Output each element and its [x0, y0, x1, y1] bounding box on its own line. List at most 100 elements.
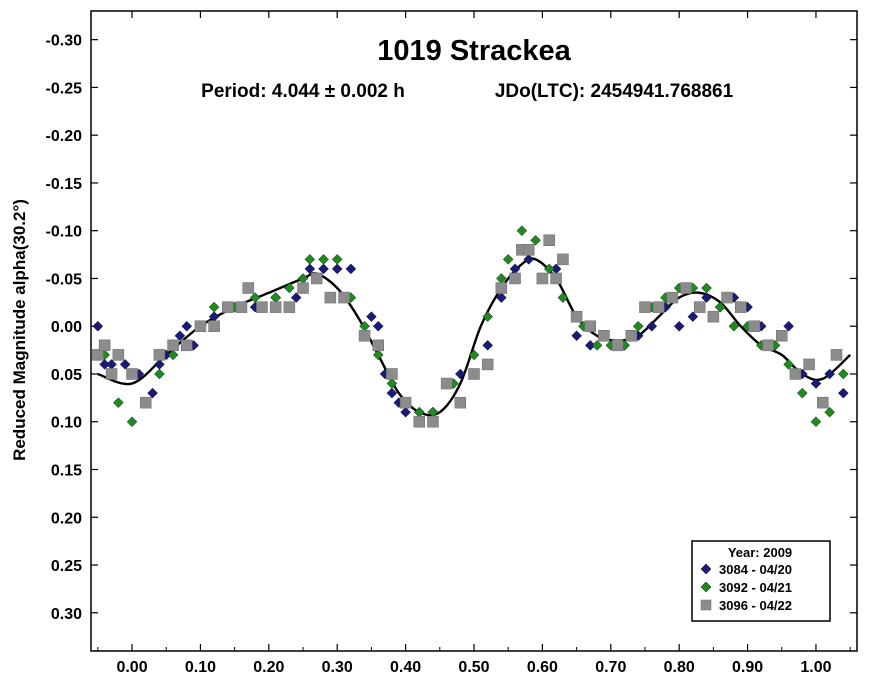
data-point-series-2: [838, 368, 849, 380]
data-point-series-2: [530, 234, 541, 246]
data-point-series-3: [222, 301, 234, 313]
data-point-series-2: [797, 387, 808, 399]
y-tick-label: 0.10: [51, 415, 82, 432]
chart-title: 1019 Strackea: [377, 35, 571, 67]
data-point-series-3: [680, 282, 692, 294]
data-point-series-2: [557, 292, 569, 303]
legend-label-3096: 3096 - 04/22: [719, 598, 792, 613]
data-point-series-1: [345, 263, 357, 275]
data-point-series-3: [399, 396, 412, 409]
data-point-series-2: [701, 282, 712, 294]
data-point-series-3: [611, 339, 624, 352]
y-tick-label: 0.05: [51, 367, 82, 384]
x-tick-label: 1.00: [800, 659, 831, 676]
data-point-series-3: [522, 244, 535, 256]
y-axis-label: Reduced Magnitude alpha(30.2°): [10, 199, 29, 461]
data-point-series-3: [112, 349, 125, 361]
data-point-series-3: [652, 301, 665, 313]
data-point-series-1: [783, 320, 794, 332]
x-tick-label: 0.70: [595, 659, 626, 676]
data-point-series-3: [208, 320, 220, 332]
legend-marker-3096: [700, 599, 712, 611]
data-point-series-2: [372, 349, 384, 361]
data-point-series-2: [249, 292, 261, 303]
data-point-series-3: [413, 415, 426, 428]
data-point-series-3: [509, 272, 521, 285]
data-point-series-2: [714, 301, 726, 313]
x-axis: 0.00 0.10 0.20 0.30 0.40 0.50 0.60 0.70 0.80 0.90…: [97, 11, 851, 676]
data-point-series-3: [625, 330, 638, 342]
data-point-series-2: [543, 263, 555, 275]
data-point-series-2: [284, 282, 295, 294]
y-tick-label: 0.25: [51, 558, 82, 575]
data-point-series-2: [728, 320, 740, 332]
data-point-series-1: [372, 320, 384, 332]
data-point-series-2: [824, 406, 835, 418]
data-point-series-2: [468, 349, 480, 361]
data-point-series-3: [789, 368, 802, 380]
data-point-series-3: [598, 330, 610, 342]
data-point-series-1: [304, 263, 316, 275]
data-point-series-1: [701, 292, 712, 303]
data-point-series-1: [400, 406, 411, 418]
data-point-series-3: [803, 358, 815, 371]
data-point-series-3: [338, 291, 350, 304]
data-point-series-1: [838, 387, 849, 399]
data-point-series-1: [147, 387, 158, 399]
data-point-series-3: [126, 368, 138, 380]
data-point-series-1: [824, 368, 835, 380]
legend: Year: 2009 3084 - 04/20 3092 - 04/21 309…: [691, 540, 831, 622]
legend-title: Year: 2009: [728, 545, 792, 560]
chart-subtitle-period: Period: 4.044 ± 0.002 h: [201, 81, 405, 102]
data-point-series-3: [830, 349, 843, 361]
data-point-series-1: [331, 263, 343, 275]
data-point-series-3: [748, 320, 761, 332]
data-point-series-1: [290, 292, 302, 303]
x-tick-label: 0.40: [390, 659, 421, 676]
data-point-series-2: [502, 254, 514, 265]
data-point-series-1: [646, 320, 658, 332]
data-point-series-3: [550, 272, 562, 285]
data-point-series-3: [256, 301, 268, 313]
y-tick-label: 0.15: [51, 463, 82, 480]
data-point-series-2: [331, 254, 343, 265]
data-point-series-3: [481, 358, 494, 371]
data-point-series-3: [167, 339, 179, 352]
data-point-series-3: [235, 301, 248, 313]
data-point-series-2: [386, 378, 398, 389]
data-point-series-3: [297, 282, 309, 294]
data-point-series-1: [673, 320, 685, 332]
data-point-series-3: [762, 339, 774, 352]
data-point-series-3: [139, 396, 152, 409]
data-point-series-3: [372, 339, 384, 352]
data-point-series-2: [126, 416, 138, 428]
data-point-series-3: [153, 349, 166, 361]
data-point-series-1: [181, 320, 193, 332]
y-tick-label: -0.05: [46, 271, 83, 288]
data-point-series-1: [496, 292, 507, 303]
data-point-series-3: [427, 415, 439, 428]
data-point-series-2: [632, 320, 644, 332]
x-tick-label: 0.00: [116, 659, 147, 676]
data-point-series-2: [304, 254, 316, 265]
y-tick-label: -0.15: [46, 176, 83, 193]
data-point-series-3: [693, 301, 706, 313]
data-point-series-3: [639, 301, 651, 313]
data-point-series-3: [181, 339, 193, 352]
chart-subtitle-epoch: JDo(LTC): 2454941.768861: [495, 81, 734, 102]
data-point-series-3: [310, 272, 323, 285]
data-point-series-1: [386, 387, 398, 399]
data-point-series-3: [269, 301, 282, 313]
data-point-series-2: [318, 254, 329, 265]
data-point-series-3: [707, 310, 720, 323]
data-point-series-2: [482, 311, 493, 322]
data-point-series-1: [571, 330, 582, 342]
data-point-series-1: [174, 330, 186, 342]
data-point-series-3: [194, 320, 207, 332]
data-point-series-1: [687, 311, 699, 322]
data-point-series-3: [105, 368, 118, 380]
y-tick-label: 0.30: [51, 606, 82, 623]
x-tick-label: 0.10: [185, 659, 216, 676]
data-point-series-2: [208, 301, 220, 313]
